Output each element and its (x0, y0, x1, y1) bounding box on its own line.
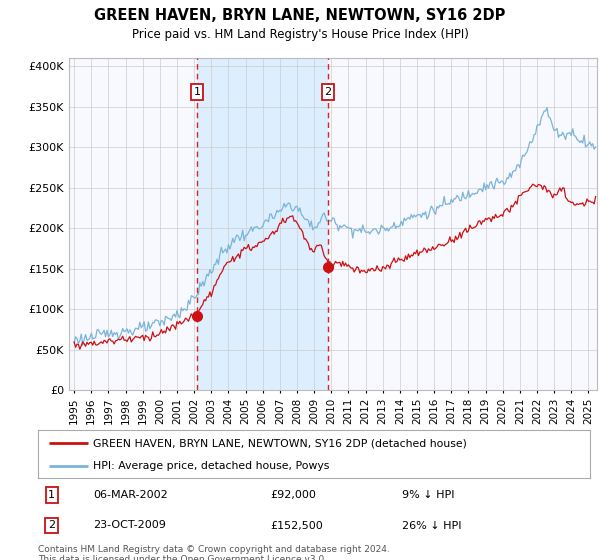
Text: 1: 1 (194, 87, 200, 97)
Text: 2: 2 (324, 87, 331, 97)
Text: £152,500: £152,500 (270, 520, 323, 530)
Text: 06-MAR-2002: 06-MAR-2002 (93, 490, 168, 500)
Text: HPI: Average price, detached house, Powys: HPI: Average price, detached house, Powy… (93, 461, 329, 471)
Text: 9% ↓ HPI: 9% ↓ HPI (403, 490, 455, 500)
Text: £92,000: £92,000 (270, 490, 316, 500)
Text: GREEN HAVEN, BRYN LANE, NEWTOWN, SY16 2DP (detached house): GREEN HAVEN, BRYN LANE, NEWTOWN, SY16 2D… (93, 438, 467, 449)
Text: 2: 2 (48, 520, 55, 530)
Text: This data is licensed under the Open Government Licence v3.0.: This data is licensed under the Open Gov… (38, 555, 327, 560)
Text: Price paid vs. HM Land Registry's House Price Index (HPI): Price paid vs. HM Land Registry's House … (131, 28, 469, 41)
Text: 26% ↓ HPI: 26% ↓ HPI (403, 520, 462, 530)
Text: 1: 1 (48, 490, 55, 500)
Bar (197, 58, 328, 390)
Text: GREEN HAVEN, BRYN LANE, NEWTOWN, SY16 2DP: GREEN HAVEN, BRYN LANE, NEWTOWN, SY16 2D… (94, 8, 506, 23)
Text: Contains HM Land Registry data © Crown copyright and database right 2024.: Contains HM Land Registry data © Crown c… (38, 545, 390, 554)
Text: 23-OCT-2009: 23-OCT-2009 (93, 520, 166, 530)
